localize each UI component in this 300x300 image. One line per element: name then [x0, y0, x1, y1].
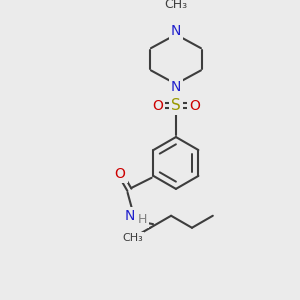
Text: H: H	[138, 213, 147, 226]
Text: O: O	[115, 167, 126, 181]
Text: N: N	[171, 25, 181, 38]
Text: S: S	[171, 98, 181, 113]
Text: N: N	[171, 80, 181, 94]
Text: N: N	[124, 209, 135, 223]
Text: O: O	[152, 99, 163, 112]
Text: O: O	[189, 99, 200, 112]
Text: CH₃: CH₃	[122, 233, 143, 243]
Text: CH₃: CH₃	[164, 0, 188, 11]
